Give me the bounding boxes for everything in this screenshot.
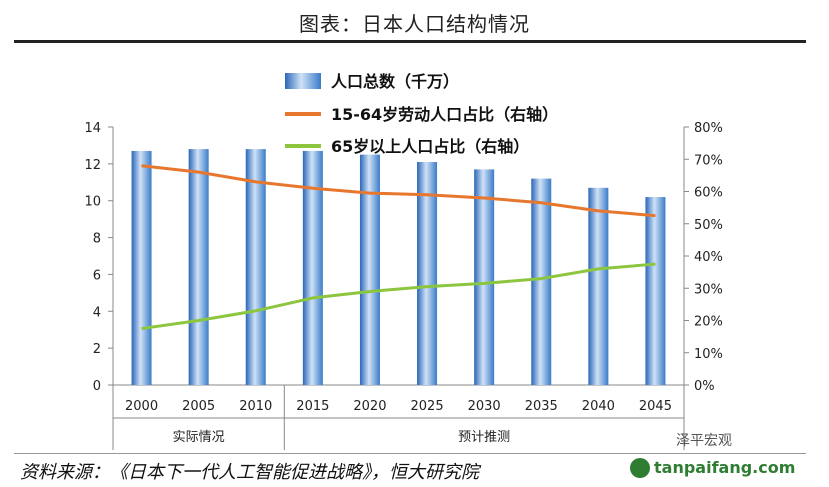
x-tick-label: 2025: [411, 399, 444, 414]
x-tick-label: 2035: [525, 399, 558, 414]
x-tick-label: 2020: [353, 399, 386, 414]
x-tick-label: 2010: [239, 399, 272, 414]
population-bar: [531, 178, 552, 385]
population-bar: [302, 150, 323, 385]
y-right-tick-label: 30%: [694, 282, 723, 297]
y-right-tick-label: 40%: [694, 250, 723, 265]
y-right-tick-label: 80%: [694, 121, 723, 136]
y-right-tick-label: 10%: [694, 347, 723, 362]
legend-label: 15-64岁劳动人口占比（右轴）: [331, 105, 558, 124]
title-divider: [14, 40, 806, 43]
y-left-tick-label: 12: [84, 158, 101, 173]
y-left-tick-label: 14: [84, 121, 101, 136]
wechat-watermark: 泽平宏观: [676, 433, 732, 449]
source-note: 资料来源：《日本下一代人工智能促进战略》，恒大研究院: [20, 462, 479, 483]
y-right-tick-label: 20%: [694, 315, 723, 330]
x-tick-label: 2000: [125, 399, 158, 414]
elderly-share-line: [141, 262, 656, 331]
y-right-tick-label: 50%: [694, 218, 723, 233]
population-bar: [645, 197, 666, 385]
population-bar: [474, 169, 495, 385]
population-bar: [188, 149, 209, 385]
y-left-tick-label: 10: [84, 195, 101, 210]
population-bar: [588, 187, 609, 385]
y-left-tick-label: 0: [93, 379, 101, 394]
x-tick-label: 2015: [296, 399, 329, 414]
y-left-tick-label: 4: [93, 305, 101, 320]
y-left-tick-label: 6: [93, 268, 101, 283]
y-left-tick-label: 2: [93, 342, 101, 357]
population-bar: [417, 162, 438, 385]
x-tick-label: 2045: [639, 399, 672, 414]
x-tick-label: 2040: [582, 399, 615, 414]
legend-swatch-bar: [285, 73, 321, 89]
y-right-tick-label: 60%: [694, 186, 723, 201]
group-label: 实际情况: [173, 430, 225, 445]
x-tick-label: 2030: [468, 399, 501, 414]
population-bar: [245, 149, 266, 385]
y-right-tick-label: 70%: [694, 153, 723, 168]
chart-title: 图表：日本人口结构情况: [299, 12, 530, 36]
population-bar: [131, 150, 152, 385]
labor-share-line: [141, 164, 656, 218]
x-tick-label: 2005: [182, 399, 215, 414]
y-left-tick-label: 8: [93, 232, 101, 247]
legend-label: 人口总数（千万）: [331, 72, 459, 91]
legend-label: 65岁以上人口占比（右轴）: [331, 137, 529, 156]
group-label: 预计推测: [458, 430, 510, 445]
site-watermark: tanpaifang.com: [654, 458, 796, 477]
population-bar: [359, 154, 380, 385]
y-right-tick-label: 0%: [694, 379, 715, 394]
site-logo-icon: [630, 458, 650, 478]
footer-divider: [14, 453, 806, 454]
